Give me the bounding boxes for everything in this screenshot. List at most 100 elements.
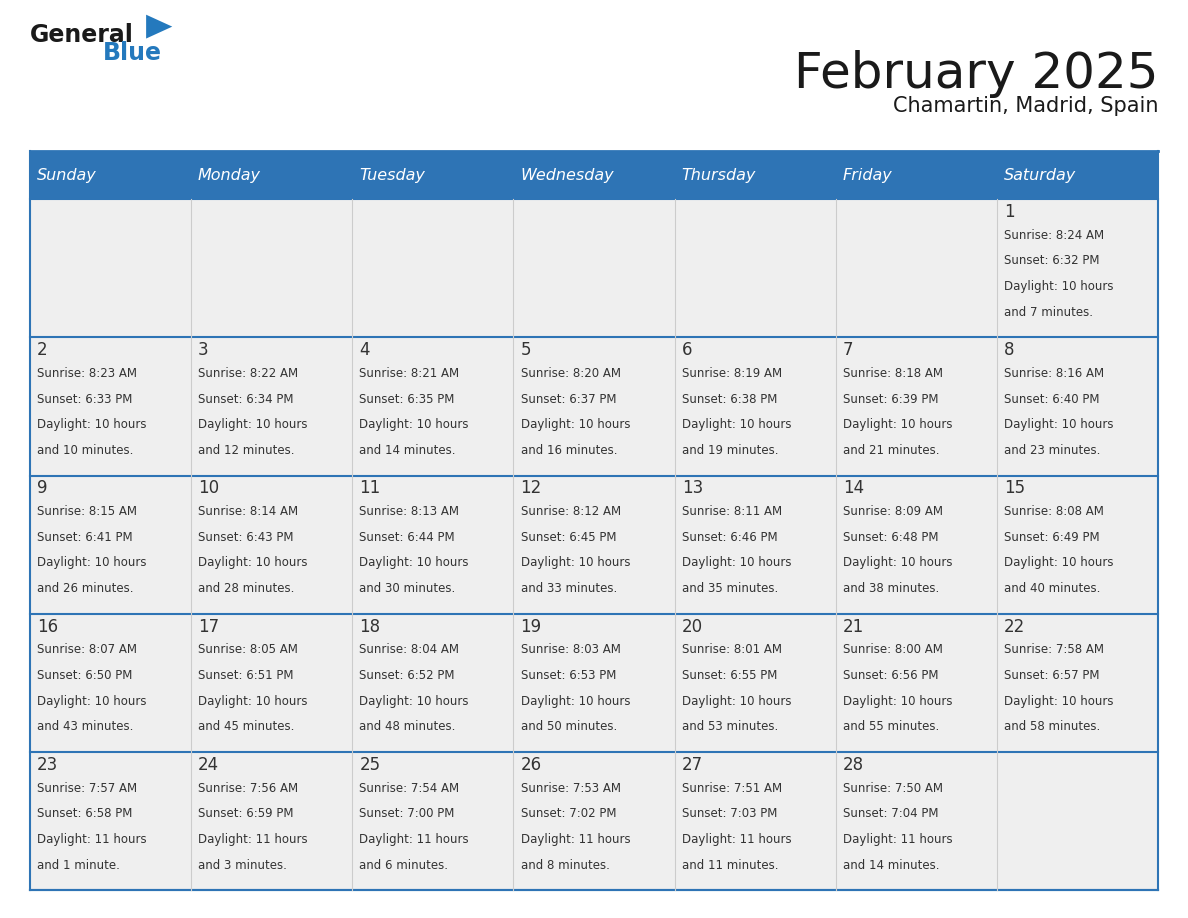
Bar [675, 476, 836, 614]
Bar [513, 476, 675, 614]
Bar [191, 199, 352, 338]
Text: Sunset: 6:49 PM: Sunset: 6:49 PM [1004, 531, 1100, 543]
Bar [997, 151, 1158, 199]
Text: Sunset: 6:45 PM: Sunset: 6:45 PM [520, 531, 617, 543]
Text: Sunset: 6:59 PM: Sunset: 6:59 PM [198, 807, 293, 821]
Text: 2: 2 [37, 341, 48, 359]
Text: and 55 minutes.: and 55 minutes. [843, 721, 940, 733]
Text: and 40 minutes.: and 40 minutes. [1004, 582, 1100, 595]
Text: Wednesday: Wednesday [520, 168, 614, 183]
Text: Daylight: 10 hours: Daylight: 10 hours [1004, 419, 1113, 431]
Text: Daylight: 11 hours: Daylight: 11 hours [198, 833, 308, 846]
Text: and 38 minutes.: and 38 minutes. [843, 582, 940, 595]
Bar [191, 752, 352, 890]
Bar [191, 476, 352, 614]
Text: Daylight: 11 hours: Daylight: 11 hours [682, 833, 791, 846]
Text: Sunset: 6:41 PM: Sunset: 6:41 PM [37, 531, 132, 543]
Bar [997, 752, 1158, 890]
Bar [30, 476, 191, 614]
Text: 17: 17 [198, 618, 219, 635]
Text: and 14 minutes.: and 14 minutes. [359, 444, 456, 457]
Bar [352, 476, 513, 614]
Text: Daylight: 10 hours: Daylight: 10 hours [682, 556, 791, 569]
Bar [352, 614, 513, 752]
Text: Sunset: 6:40 PM: Sunset: 6:40 PM [1004, 393, 1100, 406]
Text: Sunset: 6:57 PM: Sunset: 6:57 PM [1004, 669, 1100, 682]
Text: Daylight: 10 hours: Daylight: 10 hours [843, 695, 953, 708]
Text: 12: 12 [520, 479, 542, 498]
Bar [997, 614, 1158, 752]
Text: and 12 minutes.: and 12 minutes. [198, 444, 295, 457]
Bar [30, 614, 191, 752]
Text: and 7 minutes.: and 7 minutes. [1004, 306, 1093, 319]
Text: 26: 26 [520, 756, 542, 774]
Text: Sunset: 6:44 PM: Sunset: 6:44 PM [359, 531, 455, 543]
Text: General: General [30, 23, 133, 47]
Text: 4: 4 [359, 341, 369, 359]
Text: 14: 14 [843, 479, 864, 498]
Text: Sunrise: 7:54 AM: Sunrise: 7:54 AM [359, 781, 460, 795]
Text: Sunset: 7:03 PM: Sunset: 7:03 PM [682, 807, 777, 821]
Text: and 3 minutes.: and 3 minutes. [198, 858, 287, 872]
Text: 20: 20 [682, 618, 703, 635]
Text: and 8 minutes.: and 8 minutes. [520, 858, 609, 872]
Text: Sunrise: 8:05 AM: Sunrise: 8:05 AM [198, 644, 298, 656]
Text: Sunrise: 7:53 AM: Sunrise: 7:53 AM [520, 781, 620, 795]
Bar [675, 614, 836, 752]
Text: Sunset: 6:38 PM: Sunset: 6:38 PM [682, 393, 777, 406]
Text: Sunrise: 8:21 AM: Sunrise: 8:21 AM [359, 367, 460, 380]
Text: Daylight: 10 hours: Daylight: 10 hours [520, 556, 630, 569]
Text: and 10 minutes.: and 10 minutes. [37, 444, 133, 457]
Text: Sunrise: 8:13 AM: Sunrise: 8:13 AM [359, 505, 460, 518]
Text: Daylight: 11 hours: Daylight: 11 hours [37, 833, 146, 846]
Text: 28: 28 [843, 756, 864, 774]
Text: Sunset: 6:37 PM: Sunset: 6:37 PM [520, 393, 617, 406]
Text: 22: 22 [1004, 618, 1025, 635]
Text: Daylight: 11 hours: Daylight: 11 hours [520, 833, 630, 846]
Text: Sunrise: 8:19 AM: Sunrise: 8:19 AM [682, 367, 782, 380]
Text: and 30 minutes.: and 30 minutes. [359, 582, 455, 595]
Text: and 45 minutes.: and 45 minutes. [198, 721, 295, 733]
Bar [513, 199, 675, 338]
Text: Daylight: 10 hours: Daylight: 10 hours [520, 419, 630, 431]
Bar [513, 338, 675, 476]
Text: and 58 minutes.: and 58 minutes. [1004, 721, 1100, 733]
Text: 3: 3 [198, 341, 209, 359]
Text: Daylight: 10 hours: Daylight: 10 hours [198, 419, 308, 431]
Text: and 23 minutes.: and 23 minutes. [1004, 444, 1100, 457]
Bar [191, 151, 352, 199]
Text: February 2025: February 2025 [794, 50, 1158, 98]
Text: 7: 7 [843, 341, 853, 359]
Text: Daylight: 11 hours: Daylight: 11 hours [359, 833, 469, 846]
Text: Sunrise: 8:16 AM: Sunrise: 8:16 AM [1004, 367, 1105, 380]
Text: Sunset: 6:43 PM: Sunset: 6:43 PM [198, 531, 293, 543]
Text: Sunset: 6:55 PM: Sunset: 6:55 PM [682, 669, 777, 682]
Text: and 19 minutes.: and 19 minutes. [682, 444, 778, 457]
Bar [997, 476, 1158, 614]
Bar [836, 614, 997, 752]
Bar [191, 338, 352, 476]
Text: Sunrise: 8:04 AM: Sunrise: 8:04 AM [359, 644, 460, 656]
Text: Sunset: 6:33 PM: Sunset: 6:33 PM [37, 393, 132, 406]
Text: Sunrise: 8:09 AM: Sunrise: 8:09 AM [843, 505, 943, 518]
Bar [675, 199, 836, 338]
Text: Sunset: 6:51 PM: Sunset: 6:51 PM [198, 669, 293, 682]
Text: Sunrise: 8:00 AM: Sunrise: 8:00 AM [843, 644, 943, 656]
Bar [675, 151, 836, 199]
Text: Daylight: 10 hours: Daylight: 10 hours [359, 695, 469, 708]
Bar [30, 151, 191, 199]
Text: and 48 minutes.: and 48 minutes. [359, 721, 456, 733]
Text: Sunset: 7:02 PM: Sunset: 7:02 PM [520, 807, 617, 821]
Text: Sunrise: 7:51 AM: Sunrise: 7:51 AM [682, 781, 782, 795]
Text: Sunset: 6:53 PM: Sunset: 6:53 PM [520, 669, 615, 682]
Text: Sunrise: 8:12 AM: Sunrise: 8:12 AM [520, 505, 620, 518]
Text: and 21 minutes.: and 21 minutes. [843, 444, 940, 457]
Text: Sunrise: 8:03 AM: Sunrise: 8:03 AM [520, 644, 620, 656]
Text: Sunrise: 7:50 AM: Sunrise: 7:50 AM [843, 781, 943, 795]
Bar [352, 199, 513, 338]
Text: 23: 23 [37, 756, 58, 774]
Text: Sunrise: 7:56 AM: Sunrise: 7:56 AM [198, 781, 298, 795]
Text: Sunset: 6:34 PM: Sunset: 6:34 PM [198, 393, 293, 406]
Bar [997, 199, 1158, 338]
Text: 11: 11 [359, 479, 380, 498]
